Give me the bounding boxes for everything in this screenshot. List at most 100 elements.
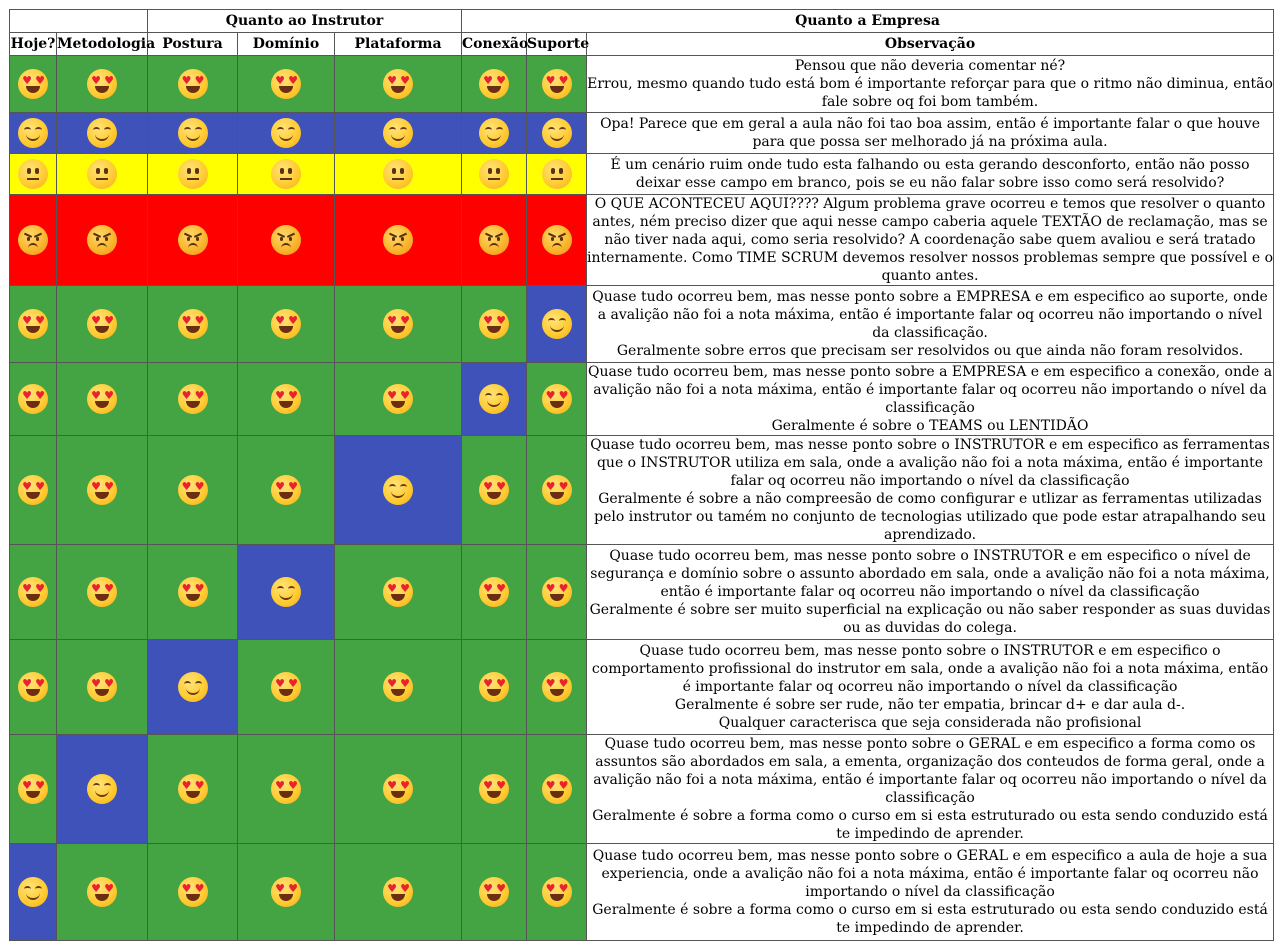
rating-cell-suporte: ♥ ♥: [526, 734, 588, 844]
observation-cell: Quase tudo ocorreu bem, mas nesse ponto …: [586, 285, 1275, 363]
rating-cell-conexao: ♥ ♥: [461, 734, 528, 844]
observation-line: Geralmente é sobre o TEAMS ou LENTIDÃO: [771, 418, 1089, 434]
heart-eyes-icon: ♥ ♥: [18, 309, 48, 339]
smiling-face-icon: [177, 672, 208, 702]
angry-face-icon: [541, 225, 572, 255]
heart-eyes-icon: ♥ ♥: [479, 475, 510, 505]
rating-cell-dominio: [237, 112, 335, 154]
rating-cell-conexao: ♥ ♥: [461, 544, 528, 640]
observation-line: Geralmente é sobre a forma como o curso …: [592, 902, 1268, 936]
smiling-face-icon: [18, 118, 48, 148]
heart-eyes-icon: ♥ ♥: [271, 69, 301, 99]
rating-cell-metodologia: [56, 734, 148, 844]
smiling-face-icon: [87, 774, 117, 804]
table-row: O QUE ACONTECEU AQUI???? Algum problema …: [9, 194, 1275, 286]
rating-cell-postura: ♥ ♥: [147, 435, 238, 545]
neutral-face-icon: [383, 159, 413, 189]
neutral-face-icon: [177, 159, 208, 189]
col-plataforma: Plataforma: [333, 32, 463, 56]
rating-cell-suporte: [526, 194, 588, 286]
heart-eyes-icon: ♥ ♥: [18, 69, 48, 99]
rating-cell-postura: ♥ ♥: [147, 285, 238, 363]
table-body: ♥ ♥ ♥ ♥ ♥ ♥ ♥ ♥ ♥ ♥ ♥ ♥ ♥ ♥ Pensou que não deveria com…: [9, 55, 1275, 941]
rating-cell-dominio: ♥ ♥: [237, 734, 335, 844]
rating-cell-postura: ♥ ♥: [147, 734, 238, 844]
table-row: ♥ ♥ ♥ ♥ ♥ ♥ ♥ ♥ ♥ ♥ ♥ ♥ Quase tudo ocorreu bem, mas …: [9, 734, 1275, 844]
rating-cell-metodologia: [56, 194, 148, 286]
rating-cell-conexao: [461, 362, 528, 436]
smiling-face-icon: [479, 118, 510, 148]
heart-eyes-icon: ♥ ♥: [383, 384, 413, 414]
rating-cell-suporte: ♥ ♥: [526, 435, 588, 545]
rating-cell-dominio: ♥ ♥: [237, 55, 335, 113]
observation-cell: Quase tudo ocorreu bem, mas nesse ponto …: [586, 544, 1275, 640]
col-postura: Postura: [147, 32, 238, 56]
rating-cell-conexao: [461, 112, 528, 154]
rating-cell-hoje: ♥ ♥: [9, 55, 57, 113]
table-row: ♥ ♥ ♥ ♥ ♥ ♥ ♥ ♥ ♥ ♥ ♥ ♥ Quase tudo ocorreu bem, mas …: [9, 362, 1275, 436]
observation-line: Quase tudo ocorreu bem, mas nesse ponto …: [588, 364, 1273, 416]
rating-cell-conexao: ♥ ♥: [461, 843, 528, 941]
rating-cell-postura: ♥ ♥: [147, 843, 238, 941]
heart-eyes-icon: ♥ ♥: [383, 577, 413, 607]
observation-line: Geralmente é sobre a forma como o curso …: [592, 808, 1268, 842]
rating-cell-metodologia: [56, 153, 148, 195]
neutral-face-icon: [541, 159, 572, 189]
heart-eyes-icon: ♥ ♥: [177, 577, 208, 607]
angry-face-icon: [479, 225, 510, 255]
observation-cell: Quase tudo ocorreu bem, mas nesse ponto …: [586, 435, 1275, 545]
rating-cell-dominio: ♥ ♥: [237, 435, 335, 545]
rating-cell-suporte: [526, 153, 588, 195]
rating-cell-metodologia: ♥ ♥: [56, 843, 148, 941]
observation-line: Errou, mesmo quando tudo está bom é impo…: [587, 76, 1273, 110]
col-observacao: Observação: [586, 32, 1275, 56]
observation-cell: Pensou que não deveria comentar né? Errou…: [586, 55, 1275, 113]
neutral-face-icon: [479, 159, 510, 189]
heart-eyes-icon: ♥ ♥: [87, 577, 117, 607]
feedback-table: Quanto ao Instrutor Quanto a Empresa Hoj…: [9, 9, 1275, 941]
rating-cell-postura: ♥ ♥: [147, 544, 238, 640]
observation-cell: Quase tudo ocorreu bem, mas nesse ponto …: [586, 734, 1275, 844]
angry-face-icon: [87, 225, 117, 255]
heart-eyes-icon: ♥ ♥: [271, 672, 301, 702]
smiling-face-icon: [383, 118, 413, 148]
header-group-instrutor: Quanto ao Instrutor: [146, 9, 463, 33]
heart-eyes-icon: ♥ ♥: [87, 877, 117, 907]
heart-eyes-icon: ♥ ♥: [479, 69, 510, 99]
heart-eyes-icon: ♥ ♥: [479, 577, 510, 607]
observation-cell: O QUE ACONTECEU AQUI???? Algum problema …: [586, 194, 1275, 286]
observation-line: Quase tudo ocorreu bem, mas nesse ponto …: [590, 437, 1270, 489]
heart-eyes-icon: ♥ ♥: [383, 672, 413, 702]
smiling-face-icon: [479, 384, 510, 414]
heart-eyes-icon: ♥ ♥: [383, 877, 413, 907]
heart-eyes-icon: ♥ ♥: [18, 384, 48, 414]
rating-cell-conexao: ♥ ♥: [461, 285, 528, 363]
heart-eyes-icon: ♥ ♥: [18, 672, 48, 702]
rating-cell-suporte: [526, 285, 588, 363]
rating-cell-plataforma: [333, 194, 463, 286]
rating-cell-metodologia: ♥ ♥: [56, 55, 148, 113]
rating-cell-metodologia: ♥ ♥: [56, 544, 148, 640]
header-group-empresa: Quanto a Empresa: [461, 9, 1275, 33]
rating-cell-dominio: ♥ ♥: [237, 362, 335, 436]
heart-eyes-icon: ♥ ♥: [479, 774, 510, 804]
rating-cell-conexao: ♥ ♥: [461, 435, 528, 545]
rating-cell-hoje: ♥ ♥: [9, 285, 57, 363]
rating-cell-conexao: ♥ ♥: [461, 55, 528, 113]
rating-cell-suporte: [526, 112, 588, 154]
smiling-face-icon: [87, 118, 117, 148]
table-row: ♥ ♥ ♥ ♥ ♥ ♥ ♥ ♥ ♥ ♥ ♥ ♥ Quase tudo ocorreu bem, mas …: [9, 285, 1275, 363]
smiling-face-icon: [541, 309, 572, 339]
angry-face-icon: [177, 225, 208, 255]
smiling-face-icon: [177, 118, 208, 148]
table-row: Opa! Parece que em geral a aula não foi …: [9, 112, 1275, 154]
rating-cell-plataforma: ♥ ♥: [333, 285, 463, 363]
heart-eyes-icon: ♥ ♥: [87, 384, 117, 414]
table-row: ♥ ♥ ♥ ♥ ♥ ♥ ♥ ♥ ♥ ♥ ♥ ♥ Quase tudo ocorreu bem, mas …: [9, 639, 1275, 735]
heart-eyes-icon: ♥ ♥: [541, 577, 572, 607]
rating-cell-hoje: ♥ ♥: [9, 362, 57, 436]
observation-line: Qualquer caracterisca que seja considera…: [718, 715, 1142, 731]
rating-cell-metodologia: ♥ ♥: [56, 435, 148, 545]
heart-eyes-icon: ♥ ♥: [541, 877, 572, 907]
table-row: ♥ ♥ ♥ ♥ ♥ ♥ ♥ ♥ ♥ ♥ ♥ ♥ Quase tudo ocorreu bem, mas …: [9, 544, 1275, 640]
